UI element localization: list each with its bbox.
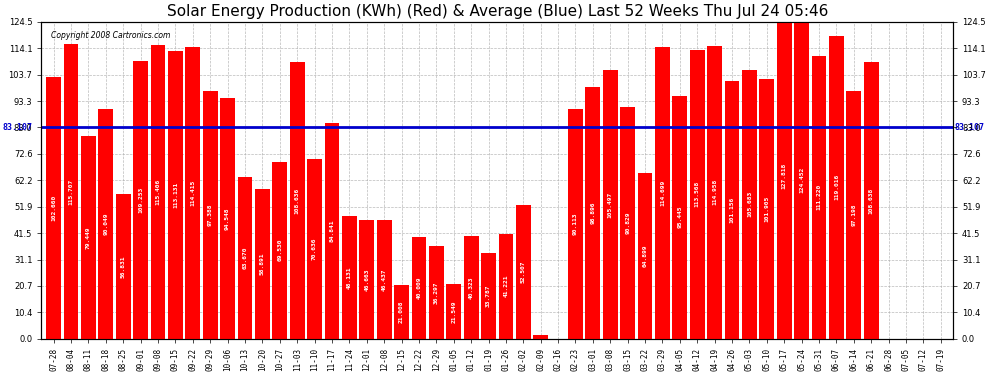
- Text: 114.415: 114.415: [190, 180, 195, 206]
- Bar: [394, 285, 409, 339]
- Text: 21.008: 21.008: [399, 301, 404, 323]
- Bar: [429, 246, 444, 339]
- Text: 109.253: 109.253: [139, 186, 144, 213]
- Text: 58.891: 58.891: [260, 252, 265, 275]
- Bar: [98, 110, 113, 339]
- Text: 40.323: 40.323: [468, 276, 473, 298]
- Text: 97.388: 97.388: [208, 204, 213, 226]
- Text: 21.549: 21.549: [451, 300, 456, 322]
- Text: 111.220: 111.220: [817, 184, 822, 210]
- Bar: [325, 123, 340, 339]
- Bar: [707, 46, 722, 339]
- Bar: [463, 236, 478, 339]
- Bar: [412, 237, 427, 339]
- Text: 40.009: 40.009: [417, 276, 422, 299]
- Text: 114.699: 114.699: [660, 180, 665, 206]
- Text: 90.829: 90.829: [625, 212, 631, 234]
- Bar: [290, 62, 305, 339]
- Bar: [516, 205, 531, 339]
- Text: 119.016: 119.016: [834, 174, 839, 200]
- Bar: [759, 79, 774, 339]
- Text: 113.131: 113.131: [173, 182, 178, 208]
- Text: 105.683: 105.683: [746, 191, 752, 217]
- Text: 83.107: 83.107: [3, 123, 33, 132]
- Text: 124.452: 124.452: [799, 167, 804, 194]
- Bar: [307, 159, 322, 339]
- Text: 46.663: 46.663: [364, 268, 369, 291]
- Bar: [168, 51, 183, 339]
- Text: 52.507: 52.507: [521, 261, 526, 283]
- Text: 48.131: 48.131: [346, 266, 351, 289]
- Bar: [672, 96, 687, 339]
- Bar: [342, 216, 356, 339]
- Text: 83.107: 83.107: [954, 123, 985, 132]
- Bar: [185, 47, 200, 339]
- Bar: [812, 56, 827, 339]
- Bar: [377, 220, 391, 339]
- Bar: [603, 70, 618, 339]
- Bar: [255, 189, 270, 339]
- Text: 115.406: 115.406: [155, 178, 160, 205]
- Text: 127.818: 127.818: [782, 163, 787, 189]
- Text: 33.787: 33.787: [486, 284, 491, 307]
- Bar: [621, 108, 635, 339]
- Bar: [47, 77, 61, 339]
- Bar: [238, 177, 252, 339]
- Text: 113.568: 113.568: [695, 181, 700, 207]
- Text: 46.437: 46.437: [382, 268, 387, 291]
- Text: 98.896: 98.896: [590, 201, 595, 224]
- Text: 102.660: 102.660: [51, 195, 56, 221]
- Bar: [359, 220, 374, 339]
- Text: 90.113: 90.113: [573, 213, 578, 235]
- Bar: [777, 13, 792, 339]
- Text: 95.445: 95.445: [677, 206, 682, 228]
- Bar: [116, 194, 131, 339]
- Bar: [585, 87, 600, 339]
- Bar: [794, 22, 809, 339]
- Bar: [690, 50, 705, 339]
- Bar: [499, 234, 513, 339]
- Bar: [63, 44, 78, 339]
- Bar: [829, 36, 843, 339]
- Bar: [272, 162, 287, 339]
- Title: Solar Energy Production (KWh) (Red) & Average (Blue) Last 52 Weeks Thu Jul 24 05: Solar Energy Production (KWh) (Red) & Av…: [166, 4, 828, 19]
- Bar: [846, 91, 861, 339]
- Text: 69.530: 69.530: [277, 239, 282, 261]
- Bar: [725, 81, 740, 339]
- Text: 84.841: 84.841: [330, 219, 335, 242]
- Bar: [481, 253, 496, 339]
- Bar: [203, 91, 218, 339]
- Text: 41.221: 41.221: [503, 275, 509, 297]
- Text: Copyright 2008 Cartronics.com: Copyright 2008 Cartronics.com: [50, 31, 170, 40]
- Bar: [220, 98, 235, 339]
- Text: 101.156: 101.156: [730, 197, 735, 223]
- Text: 114.958: 114.958: [712, 179, 717, 206]
- Bar: [568, 109, 583, 339]
- Text: 56.831: 56.831: [121, 255, 126, 278]
- Bar: [864, 62, 878, 339]
- Bar: [655, 46, 670, 339]
- Text: 108.636: 108.636: [295, 187, 300, 213]
- Bar: [742, 70, 756, 339]
- Bar: [534, 335, 548, 339]
- Bar: [81, 136, 96, 339]
- Text: 90.049: 90.049: [103, 213, 108, 235]
- Bar: [150, 45, 165, 339]
- Text: 115.707: 115.707: [68, 178, 73, 204]
- Text: 70.636: 70.636: [312, 237, 317, 260]
- Text: 79.449: 79.449: [86, 226, 91, 249]
- Bar: [134, 60, 148, 339]
- Text: 105.497: 105.497: [608, 191, 613, 217]
- Text: 97.198: 97.198: [851, 204, 856, 226]
- Text: 94.548: 94.548: [225, 207, 230, 230]
- Text: 101.905: 101.905: [764, 196, 769, 222]
- Text: 64.899: 64.899: [643, 245, 647, 267]
- Bar: [638, 174, 652, 339]
- Text: 63.670: 63.670: [243, 246, 248, 269]
- Text: 36.297: 36.297: [434, 281, 439, 304]
- Text: 108.638: 108.638: [868, 187, 874, 213]
- Bar: [446, 284, 461, 339]
